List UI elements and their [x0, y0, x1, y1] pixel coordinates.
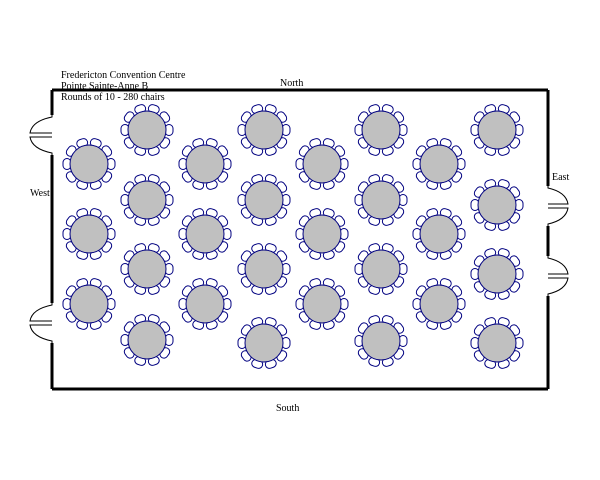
table-top: [127, 320, 167, 360]
round-table: [62, 278, 116, 330]
round-table: [120, 243, 174, 295]
round-table: [120, 174, 174, 226]
room-name: Pointe Sainte-Anne B: [61, 81, 149, 92]
round-table: [470, 248, 524, 300]
round-table: [354, 174, 408, 226]
round-table: [237, 317, 291, 369]
table-top: [302, 214, 342, 254]
table-top: [477, 254, 517, 294]
wall-label-west: West: [30, 188, 50, 199]
round-tables: [62, 104, 524, 369]
table-top: [477, 110, 517, 150]
round-table: [62, 138, 116, 190]
table-top: [244, 323, 284, 363]
round-table: [295, 278, 349, 330]
table-top: [361, 321, 401, 361]
round-table: [295, 138, 349, 190]
round-table: [412, 278, 466, 330]
round-table: [295, 208, 349, 260]
table-top: [361, 249, 401, 289]
table-top: [185, 144, 225, 184]
door-east: [547, 186, 569, 226]
table-top: [127, 110, 167, 150]
round-table: [62, 208, 116, 260]
table-top: [477, 185, 517, 225]
door-west: [29, 303, 53, 343]
table-top: [69, 144, 109, 184]
door-west: [29, 115, 53, 155]
wall-label-south: South: [276, 403, 300, 414]
table-top: [185, 214, 225, 254]
round-table: [178, 278, 232, 330]
table-top: [244, 110, 284, 150]
doors: [29, 115, 569, 343]
table-top: [185, 284, 225, 324]
title-block: Fredericton Convention Centre Pointe Sai…: [61, 70, 185, 103]
round-table: [178, 208, 232, 260]
round-table: [470, 317, 524, 369]
table-top: [302, 284, 342, 324]
round-table: [178, 138, 232, 190]
round-table: [237, 174, 291, 226]
round-table: [470, 179, 524, 231]
table-top: [419, 144, 459, 184]
round-table: [120, 314, 174, 366]
wall-label-east: East: [552, 172, 570, 183]
round-table: [354, 104, 408, 156]
round-table: [237, 104, 291, 156]
table-top: [69, 214, 109, 254]
table-top: [244, 249, 284, 289]
room-walls: [50, 88, 550, 391]
table-top: [69, 284, 109, 324]
round-table: [120, 104, 174, 156]
table-top: [244, 180, 284, 220]
round-table: [470, 104, 524, 156]
round-table: [354, 243, 408, 295]
table-top: [361, 180, 401, 220]
round-table: [412, 138, 466, 190]
round-table: [412, 208, 466, 260]
table-top: [361, 110, 401, 150]
round-table: [354, 315, 408, 367]
table-top: [127, 180, 167, 220]
table-top: [477, 323, 517, 363]
round-table: [237, 243, 291, 295]
door-east: [547, 256, 569, 296]
table-top: [419, 214, 459, 254]
table-top: [127, 249, 167, 289]
table-top: [302, 144, 342, 184]
setup-description: Rounds of 10 - 280 chairs: [61, 92, 165, 103]
table-top: [419, 284, 459, 324]
venue-name: Fredericton Convention Centre: [61, 70, 186, 81]
wall-label-north: North: [280, 78, 304, 89]
